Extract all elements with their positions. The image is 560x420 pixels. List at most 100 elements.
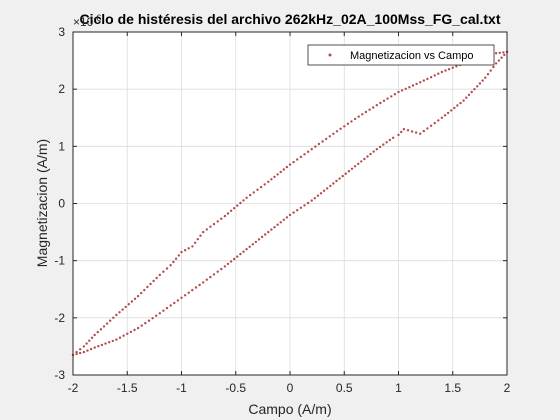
data-point (335, 130, 339, 133)
y-tick-label: 3 (58, 25, 65, 39)
data-point (470, 90, 473, 94)
data-point (494, 62, 498, 65)
data-point (242, 199, 245, 202)
y-exponent-label: ×10-6 (73, 13, 101, 29)
legend-label: Magnetizacion vs Campo (350, 50, 474, 62)
data-point (88, 339, 91, 342)
data-point (196, 238, 199, 241)
legend-marker (328, 53, 332, 57)
data-point (313, 197, 316, 200)
x-tick-label: -1.5 (117, 381, 138, 395)
data-point (429, 76, 433, 79)
data-point (385, 141, 388, 144)
data-point (172, 260, 175, 264)
data-point (455, 65, 458, 68)
data-point (306, 201, 310, 205)
data-point (390, 95, 393, 98)
data-point (233, 257, 236, 261)
chart-title: Ciclo de histéresis del archivo 262kHz_0… (80, 11, 501, 27)
data-point (212, 273, 216, 276)
data-point (476, 85, 479, 88)
data-point (357, 162, 360, 166)
data-point (484, 76, 487, 79)
data-point (165, 306, 169, 310)
data-point (372, 106, 375, 109)
data-point (375, 104, 378, 107)
data-points (71, 50, 509, 357)
data-point (332, 132, 335, 135)
data-point (353, 117, 357, 121)
data-point (433, 121, 436, 125)
data-point (325, 137, 328, 141)
data-point (288, 213, 292, 217)
data-point (338, 177, 341, 180)
data-point (329, 184, 332, 188)
data-point (357, 115, 360, 118)
x-tick-label: -1 (176, 381, 187, 395)
data-point (93, 333, 96, 337)
data-point (155, 276, 158, 280)
data-point (118, 311, 121, 314)
data-point (133, 297, 137, 300)
x-tick-label: -2 (68, 381, 79, 395)
y-tick-label: -2 (54, 311, 65, 325)
data-point (79, 351, 82, 355)
data-point (118, 336, 122, 339)
data-point (440, 116, 444, 120)
data-point (467, 93, 471, 97)
data-point (503, 53, 506, 57)
data-point (426, 127, 429, 130)
data-point (198, 283, 201, 287)
data-point (105, 322, 109, 325)
data-point (397, 90, 400, 94)
x-tick-label: 0.5 (336, 381, 353, 395)
data-point (205, 228, 208, 231)
data-point (146, 285, 149, 289)
data-point (397, 133, 400, 137)
data-point (400, 130, 403, 134)
data-point (115, 313, 118, 317)
data-point (226, 262, 230, 266)
data-point (111, 339, 115, 343)
data-point (79, 348, 82, 351)
data-point (239, 201, 242, 205)
data-point (310, 148, 313, 151)
data-point (306, 150, 310, 153)
data-point (299, 155, 303, 159)
data-point (459, 101, 462, 105)
data-point (75, 350, 78, 354)
data-point (299, 206, 303, 209)
x-axis-label: Campo (A/m) (248, 401, 331, 417)
data-point (382, 143, 385, 146)
data-point (158, 312, 161, 315)
data-point (90, 336, 94, 339)
data-point (229, 209, 233, 212)
data-point (316, 194, 320, 197)
data-point (187, 291, 190, 294)
data-point (422, 79, 425, 82)
data-point (444, 69, 447, 72)
data-point (303, 153, 306, 156)
data-point (220, 267, 223, 271)
data-point (149, 282, 152, 286)
data-point (264, 233, 267, 236)
data-point (249, 193, 252, 197)
data-point (456, 104, 459, 107)
data-point (236, 255, 239, 258)
data-point (473, 88, 476, 91)
y-tick-label: -1 (54, 254, 65, 268)
data-point (319, 192, 323, 195)
data-point (447, 68, 451, 71)
data-point (465, 96, 468, 99)
data-point (270, 178, 273, 181)
data-point (404, 87, 407, 91)
data-point (429, 124, 433, 128)
data-point (245, 196, 248, 199)
data-point (174, 257, 178, 260)
data-point (177, 254, 180, 257)
data-point (82, 345, 86, 348)
x-tick-label: 2 (504, 381, 511, 395)
data-point (169, 304, 172, 307)
data-point (133, 328, 136, 332)
